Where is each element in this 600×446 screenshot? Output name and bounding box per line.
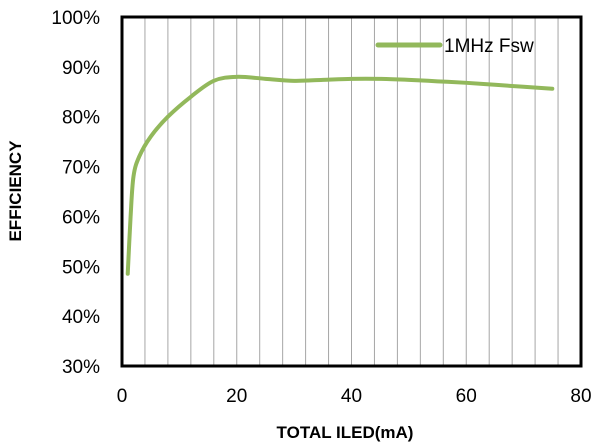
- legend-label: 1MHz Fsw: [444, 36, 534, 57]
- y-tick-label: 40%: [62, 307, 100, 328]
- x-axis-title: TOTAL ILED(mA): [277, 423, 414, 442]
- y-tick-label: 100%: [51, 8, 100, 29]
- y-tick-label: 60%: [62, 207, 100, 228]
- plot-frame: [120, 15, 583, 368]
- x-tick-label: 20: [226, 386, 247, 407]
- series-line: [125, 74, 555, 276]
- x-tick-label: 40: [341, 386, 362, 407]
- y-tick-label: 50%: [62, 257, 100, 278]
- grid-lines: [144, 17, 559, 366]
- y-axis-ticks: 30% 40% 50% 60% 70% 80% 90% 100%: [51, 8, 100, 378]
- x-tick-label: 80: [570, 386, 591, 407]
- x-tick-label: 0: [117, 386, 128, 407]
- x-axis-ticks: 0 20 40 60 80: [117, 386, 592, 407]
- y-tick-label: 30%: [62, 357, 100, 378]
- x-tick-label: 60: [456, 386, 477, 407]
- y-tick-label: 70%: [62, 158, 100, 179]
- y-axis-title: EFFICIENCY: [6, 140, 25, 242]
- series-layer: [125, 74, 555, 276]
- legend: 1MHz Fsw: [375, 36, 534, 57]
- y-tick-label: 80%: [62, 108, 100, 129]
- y-tick-label: 90%: [62, 58, 100, 79]
